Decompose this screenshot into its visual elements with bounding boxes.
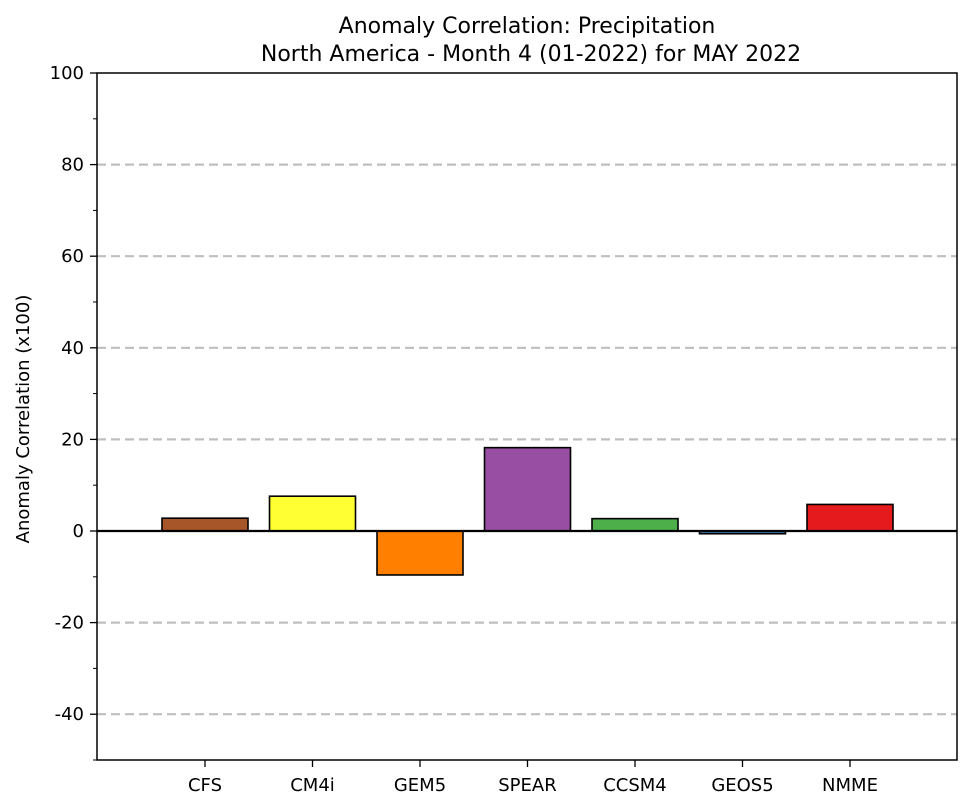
y-tick-label: 60 bbox=[61, 246, 84, 267]
y-tick-label: 80 bbox=[61, 155, 84, 176]
bar-cm4i bbox=[268, 495, 357, 532]
x-tick-label: CCSM4 bbox=[603, 775, 667, 796]
bar-nmme bbox=[806, 503, 894, 532]
x-tick-label: GEOS5 bbox=[711, 775, 773, 796]
x-tick-label: CM4i bbox=[290, 775, 335, 796]
y-tick-label: 20 bbox=[61, 429, 84, 450]
bars bbox=[161, 446, 894, 576]
y-tick-label: 40 bbox=[61, 338, 84, 359]
chart-subtitle: North America - Month 4 (01-2022) for MA… bbox=[261, 42, 801, 67]
x-tick-label: GEM5 bbox=[394, 775, 446, 796]
bar-ccsm4 bbox=[591, 517, 679, 532]
bar-cfs bbox=[161, 517, 249, 532]
grid-lines bbox=[97, 163, 957, 716]
x-tick-label: NMME bbox=[822, 775, 878, 796]
bar-spear bbox=[483, 446, 572, 532]
axes: -40 -20 0 20 40 60 80 100 CFS CM4i GEM5 SPEAR CCSM4 G… bbox=[50, 63, 958, 796]
x-tick-label: CFS bbox=[188, 775, 222, 796]
y-tick-label: 100 bbox=[50, 63, 84, 84]
y-tick-label: -40 bbox=[55, 704, 84, 725]
chart-title: Anomaly Correlation: Precipitation bbox=[339, 14, 716, 39]
x-tick-label: SPEAR bbox=[498, 775, 556, 796]
y-tick-label: -20 bbox=[55, 613, 84, 634]
plot-frame bbox=[96, 72, 958, 761]
y-tick-label: 0 bbox=[73, 521, 84, 542]
y-axis-label: Anomaly Correlation (x100) bbox=[13, 295, 34, 544]
bar-gem5 bbox=[376, 530, 464, 576]
